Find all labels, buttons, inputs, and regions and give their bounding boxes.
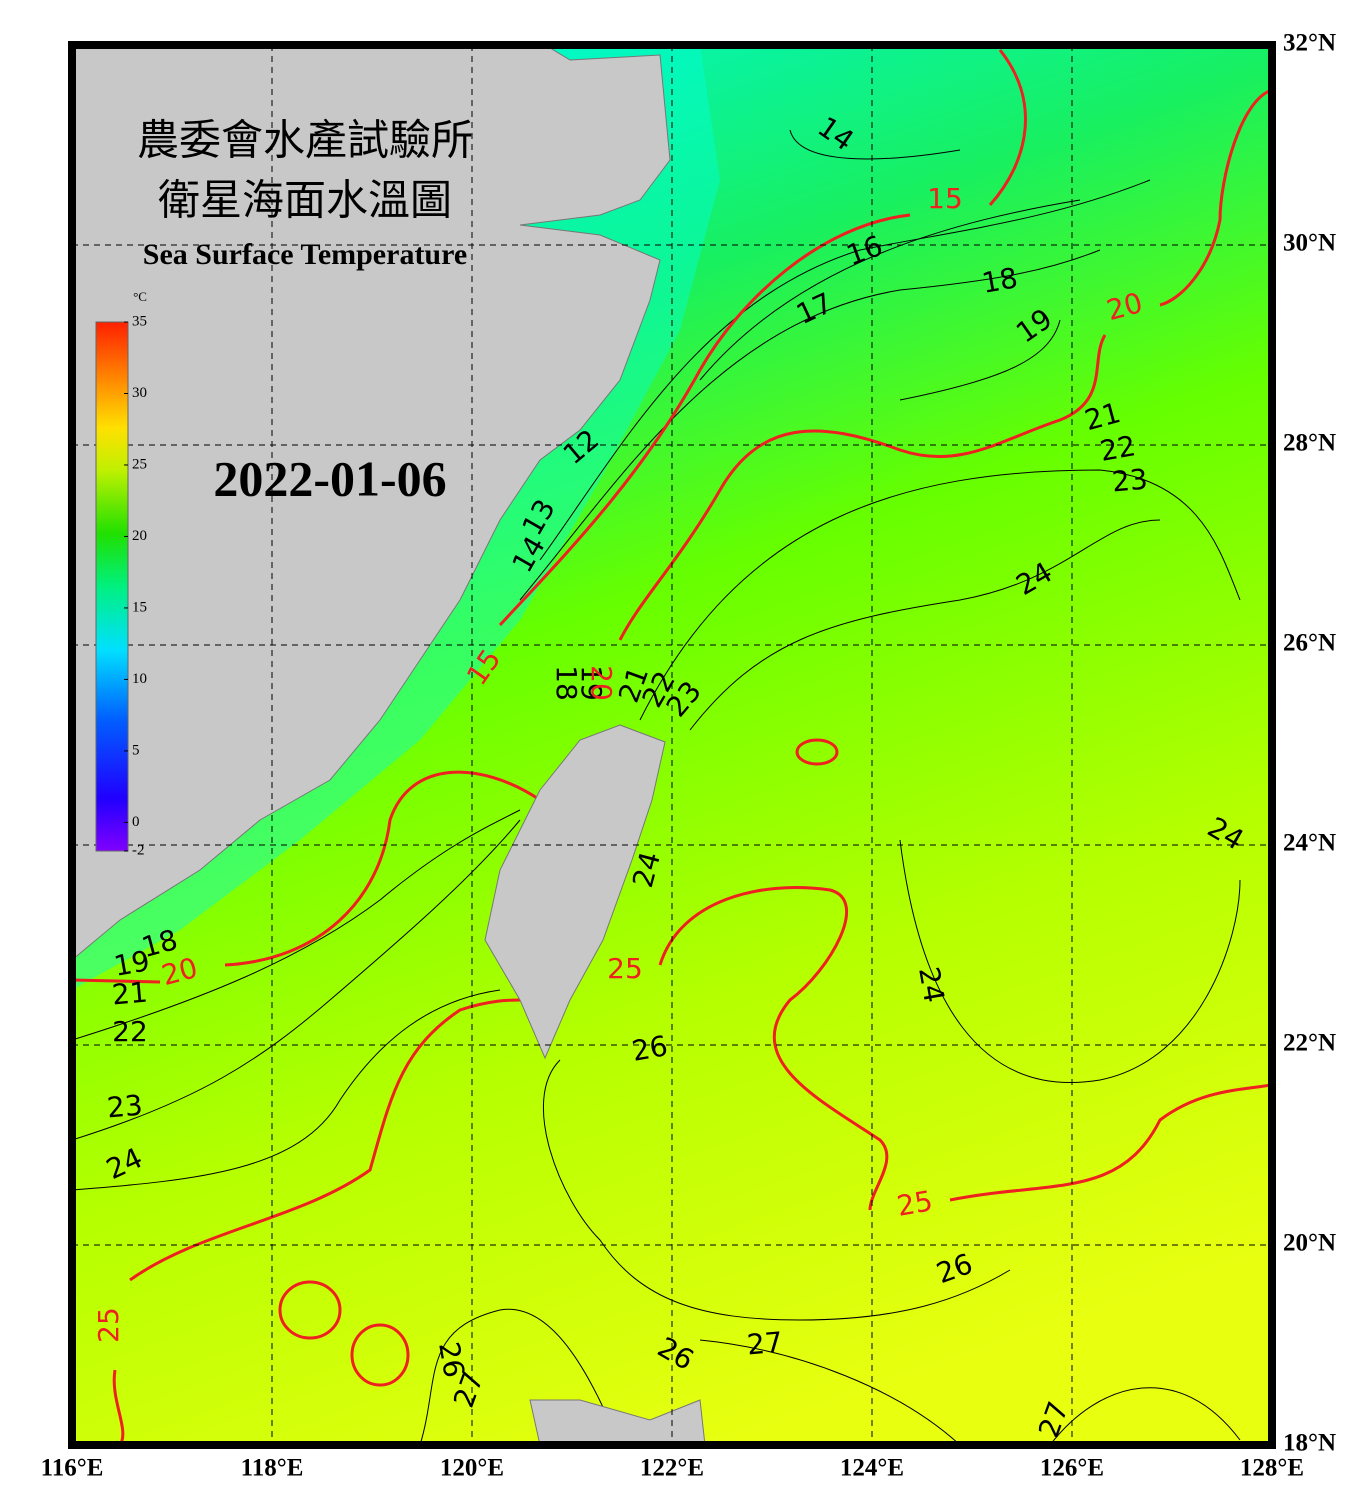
- contour-label: 19: [111, 944, 152, 983]
- colorbar-tick-label: 25: [132, 456, 147, 472]
- colorbar-tick-label: 30: [132, 385, 147, 401]
- colorbar: [95, 321, 129, 852]
- x-tick-label: 124°E: [840, 1455, 904, 1482]
- contour-label: 18: [979, 261, 1020, 300]
- x-tick-label: 122°E: [640, 1455, 704, 1482]
- x-tick-label: 128°E: [1240, 1455, 1304, 1482]
- luzon: [529, 1399, 706, 1445]
- title-en: Sea Surface Temperature: [143, 238, 467, 271]
- contour-label: 25: [92, 1307, 125, 1343]
- colorbar-tick-label: 10: [132, 671, 147, 687]
- contour-label: 26: [432, 1339, 471, 1380]
- contour-label: 22: [112, 1015, 148, 1048]
- contour-label: 19: [575, 665, 608, 701]
- contour-label: 20: [585, 665, 618, 701]
- y-tick-label: 30°N: [1283, 230, 1336, 257]
- y-tick-label: 22°N: [1283, 1030, 1336, 1057]
- contour-label: 22: [1097, 429, 1138, 468]
- contour-label: 23: [106, 1089, 144, 1125]
- taiwan: [484, 724, 666, 1060]
- x-tick-label: 118°E: [241, 1455, 304, 1482]
- contour-label: 24: [912, 964, 951, 1005]
- colorbar-tick-label: 15: [132, 599, 147, 615]
- contour-label: 27: [746, 1326, 784, 1362]
- contour-label: 18: [550, 665, 583, 701]
- y-tick-label: 32°N: [1283, 30, 1336, 57]
- contours: [72, 129, 1241, 1445]
- y-tick-label: 20°N: [1283, 1230, 1336, 1257]
- contour-label: 26: [629, 1029, 670, 1068]
- colorbar-ticks: 35 30 25 20 15 10 5 0 -2: [124, 313, 147, 858]
- x-tick-label: 126°E: [1040, 1455, 1104, 1482]
- date: 2022-01-06: [213, 450, 446, 506]
- colorbar-tick-label: 5: [132, 742, 140, 758]
- colorbar-tick-label: 20: [132, 528, 147, 544]
- colorbar-tick-label: 0: [132, 814, 140, 830]
- title-zh: 農委會水產試驗所: [137, 118, 473, 165]
- contour-label: 25: [607, 952, 643, 985]
- map-frame: [68, 41, 1276, 1449]
- colorbar-tick-label: -2: [132, 842, 145, 858]
- y-tick-label: 28°N: [1283, 430, 1336, 457]
- colorbar-tick-label: 35: [132, 313, 147, 329]
- y-tick-label: 24°N: [1283, 830, 1336, 857]
- axis-labels: 116°E 118°E 120°E 122°E 124°E 126°E 128°E18°N 2…: [41, 30, 1336, 1482]
- major-contours: [72, 49, 1272, 1445]
- contour-label: 23: [1111, 463, 1149, 499]
- x-tick-label: 120°E: [440, 1455, 504, 1482]
- contour-label: 25: [894, 1184, 935, 1223]
- subtitle-zh: 衛星海面水溫圖: [158, 179, 452, 225]
- colorbar-unit: °C: [133, 289, 147, 304]
- x-tick-label: 116°E: [41, 1455, 104, 1482]
- mainland-china: [72, 45, 671, 961]
- y-tick-label: 18°N: [1283, 1430, 1336, 1457]
- grid: [72, 45, 1272, 1445]
- contour-label: 21: [111, 976, 149, 1012]
- y-tick-label: 26°N: [1283, 630, 1336, 657]
- contour-label: 15: [927, 182, 963, 215]
